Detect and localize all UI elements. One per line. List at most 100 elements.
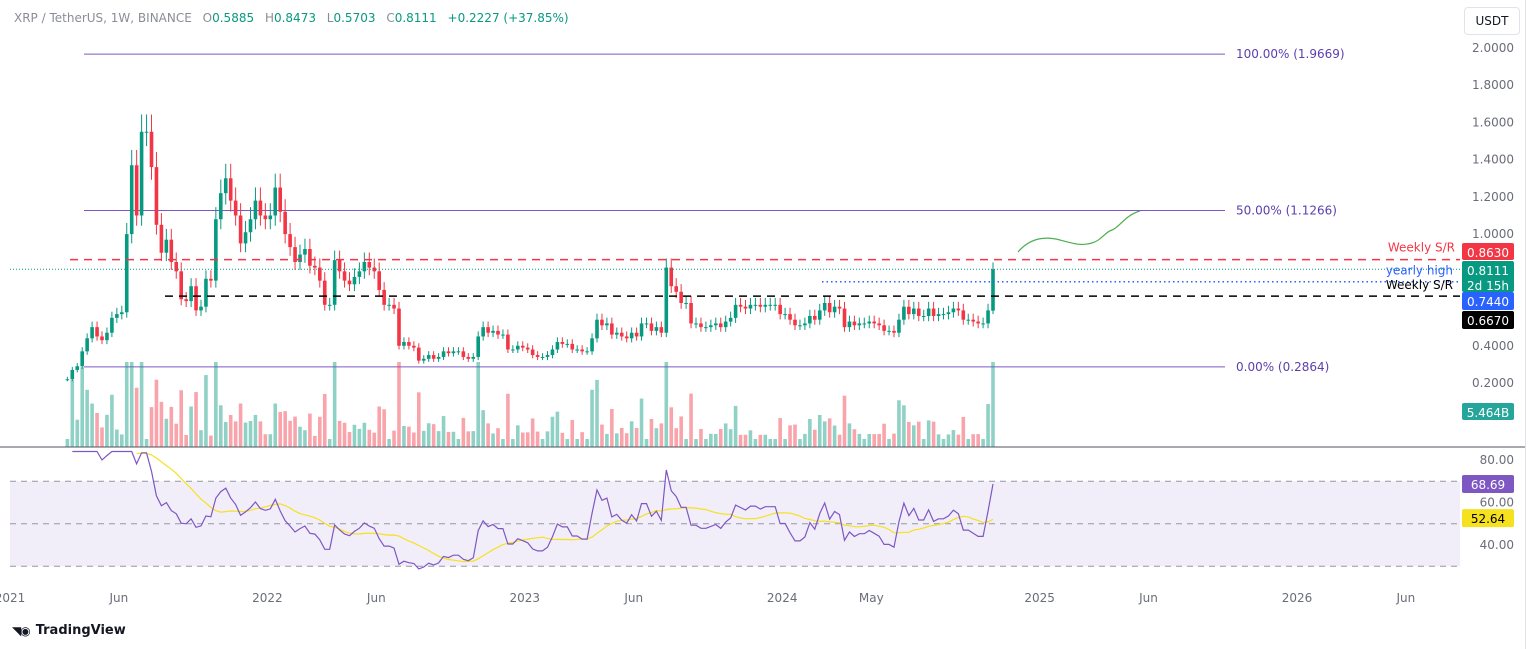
candle-body: [466, 356, 471, 359]
volume-bar: [322, 393, 327, 447]
candle-body: [283, 211, 287, 235]
candle-body: [822, 302, 827, 311]
time-axis-tick: 2024: [767, 591, 798, 605]
volume-bar: [293, 416, 297, 447]
tradingview-branding[interactable]: ◥◉ TradingView: [12, 623, 126, 638]
candle-body: [847, 321, 852, 328]
volume-bar: [209, 435, 213, 447]
symbol-title[interactable]: XRP / TetherUS, 1W, BINANCE: [14, 11, 192, 25]
volume-bar: [278, 411, 282, 447]
volume-bar: [817, 414, 822, 447]
candle-body: [471, 356, 476, 359]
volume-bar: [778, 418, 782, 447]
candle-body: [852, 321, 857, 326]
volume-bar: [545, 431, 550, 447]
candle-body: [600, 319, 604, 326]
candle-body: [456, 351, 461, 353]
candle-body: [293, 247, 297, 263]
candle-body: [476, 336, 480, 357]
candle-body: [926, 308, 931, 316]
candle-body: [867, 321, 872, 324]
time-axis-tick: Jun: [1138, 591, 1158, 605]
candle-body: [694, 323, 698, 325]
candle-body: [189, 286, 193, 302]
candle-body: [540, 356, 545, 358]
volume-bar: [184, 435, 188, 447]
volume-bar: [961, 416, 966, 447]
candle-body: [605, 323, 609, 326]
candle-body: [639, 323, 644, 337]
volume-bar: [248, 420, 253, 447]
volume-bar: [585, 439, 589, 447]
volume-bar: [520, 432, 525, 447]
candle-body: [842, 308, 847, 328]
volume-bar: [689, 393, 693, 447]
candle-body: [342, 271, 347, 281]
high-value: 0.8473: [273, 11, 316, 25]
volume-bar: [496, 428, 500, 447]
candle-body: [862, 323, 867, 325]
rsi-ma-line: [136, 452, 994, 563]
candle-body: [832, 306, 837, 313]
volume-bar: [75, 419, 80, 447]
candle-body: [798, 325, 802, 327]
candle-body: [986, 310, 990, 324]
candle-body: [674, 286, 678, 292]
candle-body: [931, 308, 936, 316]
volume-bar: [639, 398, 644, 447]
volume-bar: [753, 439, 758, 447]
volume-bar: [347, 432, 352, 447]
volume-bar: [204, 375, 208, 447]
candle-body: [857, 323, 862, 326]
candle-body: [308, 248, 312, 266]
volume-bar: [921, 439, 926, 447]
rsi-axis-tick: 60.00: [1480, 496, 1514, 510]
candle-body: [664, 267, 669, 333]
candle-body: [966, 319, 971, 321]
volume-bar: [808, 419, 812, 447]
candle-body: [837, 306, 842, 309]
volume-bar: [664, 362, 669, 447]
candle-body: [382, 289, 386, 305]
price-axis-tick: 1.4000: [1472, 153, 1514, 167]
yearly-high-tag-text: 0.7440: [1467, 295, 1509, 309]
candle-body: [768, 304, 773, 306]
candle-body: [882, 325, 886, 331]
volume-bar: [273, 403, 278, 447]
volume-bar: [154, 379, 159, 447]
volume-bar: [897, 400, 901, 447]
volume-bar: [951, 430, 956, 447]
volume-bar: [491, 433, 495, 447]
volume-bar: [718, 429, 723, 447]
volume-bar: [174, 423, 179, 447]
volume-bar: [421, 430, 426, 447]
candle-body: [575, 349, 579, 351]
candle-body: [718, 323, 723, 328]
candle-body: [560, 342, 565, 344]
candle-body: [243, 232, 248, 244]
candle-body: [649, 323, 654, 331]
volume-bar: [813, 429, 817, 447]
volume-bar: [298, 426, 302, 447]
volume-bar: [654, 428, 659, 447]
candle-body: [501, 334, 505, 336]
volume-bar: [456, 439, 461, 447]
volume-bar: [426, 423, 431, 447]
volume-bar: [827, 418, 832, 447]
candle-body: [347, 280, 352, 285]
volume-bar: [342, 422, 347, 447]
volume-bar: [95, 413, 99, 447]
candle-body: [738, 304, 743, 307]
currency-button[interactable]: USDT: [1464, 7, 1520, 35]
candle-body: [199, 306, 203, 311]
candle-body: [892, 330, 896, 333]
volume-bar: [337, 420, 342, 447]
volume-bar: [926, 420, 931, 447]
weekly-sr-upper-tag-text: 0.8630: [1467, 246, 1509, 260]
volume-bar: [219, 405, 223, 447]
time-axis-tick: Jun: [366, 591, 386, 605]
volume-bar: [941, 439, 946, 447]
candle-body: [595, 319, 599, 339]
volume-bar: [357, 428, 362, 447]
